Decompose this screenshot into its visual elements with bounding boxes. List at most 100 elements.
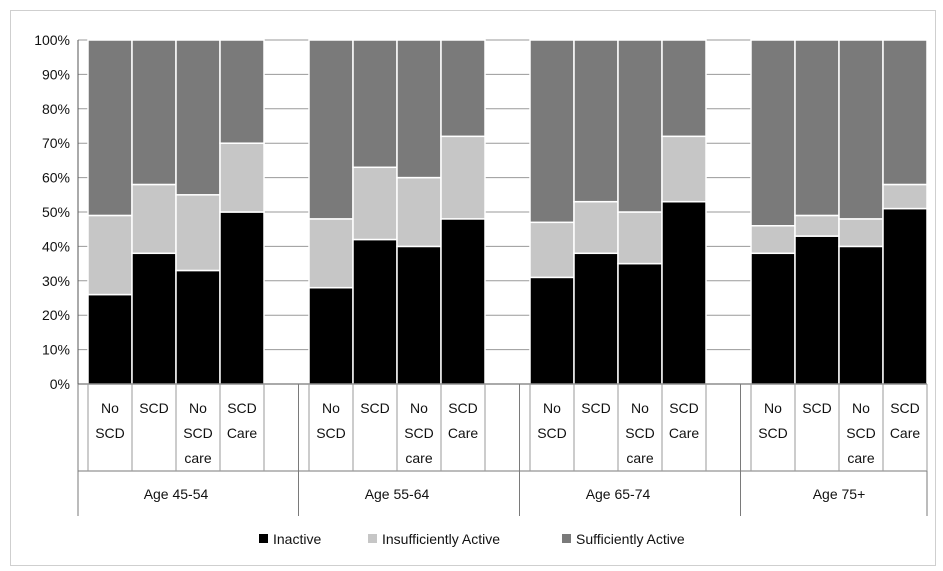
bar-segment-inactive — [87, 293, 133, 385]
bar-segment-sufficiently-active — [396, 39, 442, 179]
bar-segment-insufficiently-active — [838, 218, 884, 248]
group-label: Age 75+ — [813, 486, 866, 502]
y-tick-label: 90% — [42, 66, 70, 82]
category-label: SCD — [448, 400, 478, 416]
bar-segment-sufficiently-active — [440, 39, 486, 138]
category-label: SCD — [846, 425, 876, 441]
category-label: SCD — [537, 425, 567, 441]
legend-label: Sufficiently Active — [576, 531, 685, 547]
legend-swatch-sufficiently-active — [562, 534, 571, 543]
category-label: Care — [227, 425, 258, 441]
bar-segment-sufficiently-active — [175, 39, 221, 196]
bar-segment-sufficiently-active — [308, 39, 354, 220]
bar-segment-inactive — [219, 211, 265, 385]
bar-segment-inactive — [882, 207, 928, 385]
category-label: No — [322, 400, 340, 416]
category-label: No — [764, 400, 782, 416]
group-label: Age 65-74 — [586, 486, 651, 502]
bar-segment-insufficiently-active — [131, 183, 177, 255]
bar-segment-inactive — [529, 276, 575, 385]
category-label: No — [543, 400, 561, 416]
bar-segment-insufficiently-active — [794, 214, 840, 237]
category-label: SCD — [316, 425, 346, 441]
bar-segment-insufficiently-active — [352, 166, 398, 241]
bar-segment-insufficiently-active — [219, 142, 265, 213]
bar-segment-inactive — [131, 252, 177, 385]
bar-segment-sufficiently-active — [882, 39, 928, 186]
bar-segment-inactive — [750, 252, 796, 385]
stacked-bar-chart: 0% 10% 20% 30% 40% 50% 60% 70% 80% 90% 100% No SCD SC… — [34, 32, 928, 547]
bar-segment-sufficiently-active — [352, 39, 398, 169]
category-label: Care — [448, 425, 479, 441]
bar-segment-inactive — [838, 245, 884, 385]
category-label: SCD — [404, 425, 434, 441]
category-label: SCD — [625, 425, 655, 441]
category-label: SCD — [183, 425, 213, 441]
y-tick-label: 80% — [42, 101, 70, 117]
category-label: SCD — [360, 400, 390, 416]
legend-label: Insufficiently Active — [382, 531, 500, 547]
category-label: SCD — [581, 400, 611, 416]
bar-segment-insufficiently-active — [661, 135, 707, 203]
bar-segment-inactive — [440, 218, 486, 385]
bar-segment-sufficiently-active — [838, 39, 884, 220]
legend-swatch-inactive — [259, 534, 268, 543]
bar-segment-sufficiently-active — [750, 39, 796, 227]
bar-segment-insufficiently-active — [529, 221, 575, 279]
category-label: SCD — [758, 425, 788, 441]
category-label: SCD — [139, 400, 169, 416]
bar-segment-sufficiently-active — [573, 39, 619, 203]
bar-segment-inactive — [573, 252, 619, 385]
category-label: SCD — [890, 400, 920, 416]
bar-segment-sufficiently-active — [131, 39, 177, 186]
bar-segment-insufficiently-active — [440, 135, 486, 220]
category-label: SCD — [227, 400, 257, 416]
category-label: No — [101, 400, 119, 416]
bar-segment-sufficiently-active — [87, 39, 133, 217]
category-label: No — [189, 400, 207, 416]
y-tick-label: 40% — [42, 238, 70, 254]
category-label: care — [626, 450, 653, 466]
bar-segment-sufficiently-active — [794, 39, 840, 217]
bar-segment-insufficiently-active — [175, 194, 221, 272]
category-label: Care — [669, 425, 700, 441]
bar-segment-insufficiently-active — [396, 176, 442, 248]
y-tick-label: 20% — [42, 307, 70, 323]
bar-segment-inactive — [308, 286, 354, 385]
bar-segment-insufficiently-active — [573, 200, 619, 255]
legend-swatch-insufficiently-active — [368, 534, 377, 543]
y-tick-label: 60% — [42, 170, 70, 186]
category-label: SCD — [95, 425, 125, 441]
bar-segment-insufficiently-active — [882, 183, 928, 210]
bar-segment-insufficiently-active — [308, 218, 354, 289]
y-tick-label: 10% — [42, 342, 70, 358]
bar-segment-inactive — [794, 235, 840, 385]
bar-segment-inactive — [352, 238, 398, 385]
category-label: care — [184, 450, 211, 466]
bar-segment-insufficiently-active — [617, 211, 663, 265]
category-label: SCD — [669, 400, 699, 416]
bar-segment-sufficiently-active — [661, 39, 707, 138]
group-label: Age 55-64 — [365, 486, 430, 502]
category-label: Care — [890, 425, 921, 441]
bar-segment-sufficiently-active — [219, 39, 265, 144]
bar-segment-sufficiently-active — [617, 39, 663, 213]
y-tick-label: 30% — [42, 273, 70, 289]
category-label: care — [847, 450, 874, 466]
bar-segment-inactive — [175, 269, 221, 385]
group-label: Age 45-54 — [144, 486, 209, 502]
legend-label: Inactive — [273, 531, 321, 547]
y-tick-label: 50% — [42, 204, 70, 220]
y-tick-label: 100% — [34, 32, 70, 48]
category-label: care — [405, 450, 432, 466]
bar-segment-insufficiently-active — [87, 214, 133, 296]
category-label: SCD — [802, 400, 832, 416]
y-tick-label: 0% — [50, 376, 70, 392]
category-label: No — [410, 400, 428, 416]
y-tick-label: 70% — [42, 135, 70, 151]
bar-segment-insufficiently-active — [750, 225, 796, 255]
bar-segment-inactive — [617, 262, 663, 385]
bar-segment-sufficiently-active — [529, 39, 575, 224]
chart-frame: 0% 10% 20% 30% 40% 50% 60% 70% 80% 90% 100% No SCD SC… — [10, 10, 936, 566]
category-label: No — [631, 400, 649, 416]
